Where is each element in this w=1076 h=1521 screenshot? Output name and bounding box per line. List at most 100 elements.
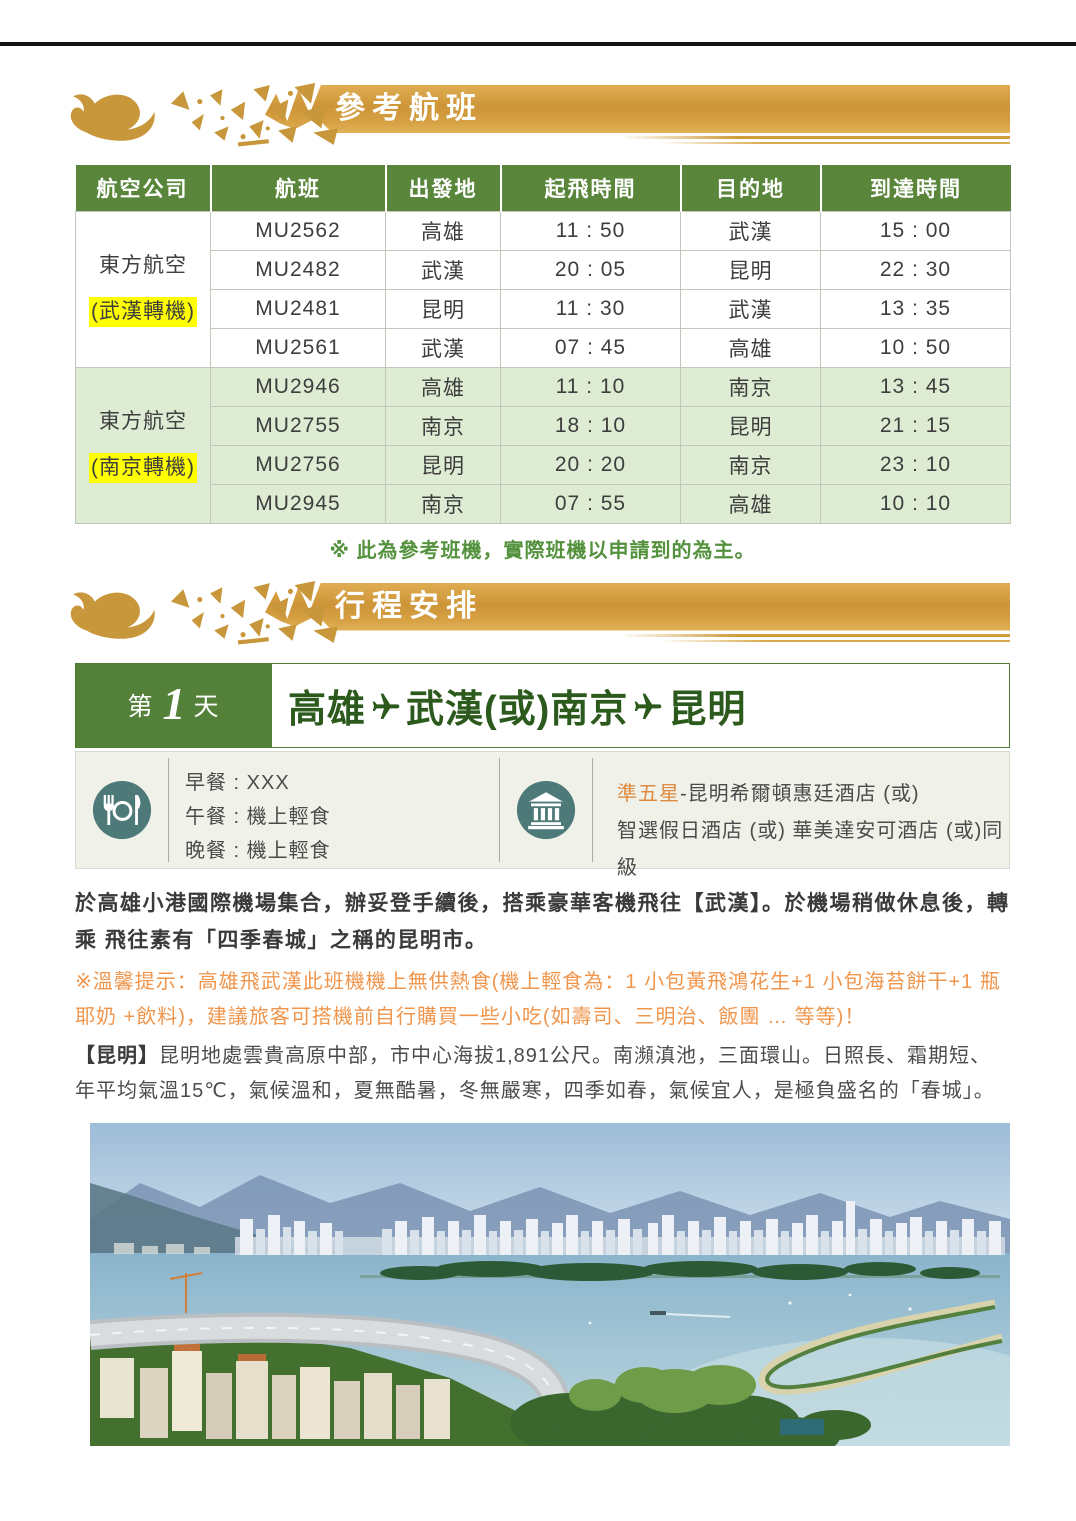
- day-suffix: 天: [193, 693, 221, 721]
- banner-gold-bar: 行程安排: [265, 582, 1010, 631]
- flight-no: MU2481: [210, 288, 386, 329]
- day1-badge: 第 1 天: [76, 663, 272, 747]
- departure-time: 20 : 20: [500, 444, 681, 485]
- table-row: MU2945 南京 07 : 55 高雄 10 : 10: [76, 483, 1011, 524]
- airline-group-nanjing: 東方航空 (南京轉機): [75, 366, 211, 524]
- airplane-icon: [372, 693, 400, 719]
- meals-list: 早餐 : XXX 午餐 : 機上輕食 晚餐 : 機上輕食: [169, 752, 499, 868]
- airline-name: 東方航空: [99, 254, 187, 277]
- flight-no: MU2945: [210, 483, 386, 524]
- col-flight: 航班: [209, 165, 386, 211]
- kunming-photo: [90, 1122, 1010, 1446]
- table-row: MU2756 昆明 20 : 20 南京 23 : 10: [76, 444, 1011, 485]
- arrival-time: 23 : 10: [820, 444, 1011, 485]
- flight-table: 航空公司 航班 出發地 起飛時間 目的地 到達時間 東方航空 (武漢轉機) MU…: [75, 165, 1011, 524]
- col-departure-time: 起飛時間: [499, 165, 681, 211]
- day1-meals-hotel: 早餐 : XXX 午餐 : 機上輕食 晚餐 : 機上輕食: [75, 750, 1010, 879]
- departure-time: 11 : 10: [500, 366, 681, 407]
- arrival-time: 15 : 00: [820, 210, 1011, 251]
- top-divider: [0, 42, 1076, 46]
- arrival-time: 13 : 35: [820, 288, 1011, 329]
- flight-no: MU2946: [210, 366, 386, 407]
- origin: 昆明: [385, 288, 501, 329]
- departure-time: 07 : 55: [500, 483, 681, 524]
- flight-table-header-row: 航空公司 航班 出發地 起飛時間 目的地 到達時間: [75, 165, 1011, 211]
- origin: 高雄: [385, 366, 501, 407]
- flight-no: MU2561: [210, 327, 386, 368]
- phoenix-bird-icon: [70, 83, 338, 147]
- destination: 武漢: [680, 210, 821, 251]
- arrival-time: 22 : 30: [820, 249, 1011, 290]
- hotel-name: -昆明希爾頓惠廷酒店 (或): [680, 782, 920, 805]
- col-airline: 航空公司: [75, 165, 211, 211]
- origin: 昆明: [385, 444, 501, 485]
- kunming-intro: 【昆明】昆明地處雲貴高原中部，市中心海拔1,891公尺。南瀕滇池，三面環山。日照…: [75, 1039, 1010, 1109]
- route-city: 武漢(或)南京: [406, 688, 629, 731]
- route-city: 高雄: [288, 688, 367, 731]
- flights-banner: 參考航班: [70, 83, 1010, 147]
- banner-underline: [660, 142, 1010, 144]
- arrival-time: 10 : 50: [820, 327, 1011, 368]
- flights-banner-title: 參考航班: [335, 92, 483, 125]
- origin: 南京: [385, 405, 501, 446]
- flight-no: MU2482: [210, 249, 386, 290]
- banner-underline: [620, 136, 1010, 139]
- departure-time: 07 : 45: [500, 327, 681, 368]
- banner-gold-bar: 參考航班: [265, 85, 1010, 133]
- destination: 昆明: [680, 405, 821, 446]
- flight-no: MU2755: [210, 405, 386, 446]
- day1-header: 第 1 天 高雄 武漢(或)南京 昆明: [75, 662, 1010, 748]
- origin: 武漢: [385, 249, 501, 290]
- hotel-grade: 準五星: [617, 782, 680, 805]
- day1-description: 於高雄小港國際機場集合，辦妥登手續後，搭乘豪華客機飛往【武漢】。於機場稍做休息後…: [75, 891, 1010, 952]
- airline-name: 東方航空: [99, 410, 187, 433]
- divider: [168, 757, 169, 862]
- divider: [592, 757, 593, 862]
- table-row: MU2481 昆明 11 : 30 武漢 13 : 35: [76, 288, 1011, 329]
- origin: 武漢: [385, 327, 501, 368]
- hotel-info: 準五星-昆明希爾頓惠廷酒店 (或) 智選假日酒店 (或) 華美達安可酒店 (或)…: [593, 752, 1009, 879]
- hotel-line-1: 準五星-昆明希爾頓惠廷酒店 (或): [617, 776, 1009, 813]
- table-row: MU2482 武漢 20 : 05 昆明 22 : 30: [76, 249, 1011, 290]
- dinner: 晚餐 : 機上輕食: [185, 839, 331, 862]
- airplane-icon: [634, 693, 662, 719]
- page-content: 參考航班: [70, 83, 1011, 1446]
- departure-time: 20 : 05: [500, 249, 681, 290]
- table-row: 東方航空 (武漢轉機) MU2562 高雄 11 : 50 武漢 15 : 00: [75, 210, 1011, 368]
- flight-table-note: ※ 此為參考班機，實際班機以申請到的為主。: [329, 539, 756, 562]
- banner-underline: [660, 639, 1010, 642]
- destination: 高雄: [680, 483, 821, 524]
- itinerary-banner-title: 行程安排: [335, 589, 483, 623]
- day-number: 1: [162, 677, 186, 729]
- destination: 南京: [680, 444, 821, 485]
- banner-underline: [620, 633, 1010, 637]
- transfer-note: (南京轉機): [76, 453, 210, 483]
- origin: 高雄: [385, 210, 501, 251]
- departure-time: 11 : 30: [500, 288, 681, 329]
- table-row: 東方航空 (南京轉機) MU2946 高雄 11 : 10 南京 13 : 45: [75, 366, 1011, 524]
- flight-no: MU2562: [210, 210, 386, 251]
- hotel-line-2: 智選假日酒店 (或) 華美達安可酒店 (或)同級: [617, 819, 1004, 879]
- meals-icon: [92, 780, 152, 839]
- day1-route-title: 高雄 武漢(或)南京 昆明: [272, 664, 746, 747]
- route-city: 昆明: [668, 688, 747, 731]
- meals-icon-cell: [76, 752, 168, 868]
- departure-time: 11 : 50: [500, 210, 681, 251]
- arrival-time: 21 : 15: [820, 405, 1011, 446]
- origin: 南京: [385, 483, 501, 524]
- col-origin: 出發地: [384, 165, 501, 211]
- col-destination: 目的地: [679, 165, 821, 211]
- transfer-note: (武漢轉機): [76, 297, 210, 327]
- flight-no: MU2756: [210, 444, 386, 485]
- hotel-icon-cell: [500, 752, 592, 868]
- col-arrival-time: 到達時間: [819, 165, 1011, 211]
- destination: 武漢: [680, 288, 821, 329]
- departure-time: 18 : 10: [500, 405, 681, 446]
- table-row: MU2561 武漢 07 : 45 高雄 10 : 50: [76, 327, 1011, 368]
- kunming-label: 【昆明】: [75, 1044, 159, 1067]
- divider: [499, 757, 500, 862]
- breakfast: 早餐 : XXX: [185, 771, 290, 794]
- table-row: MU2755 南京 18 : 10 昆明 21 : 15: [76, 405, 1011, 446]
- itinerary-banner: 行程安排: [70, 580, 1010, 645]
